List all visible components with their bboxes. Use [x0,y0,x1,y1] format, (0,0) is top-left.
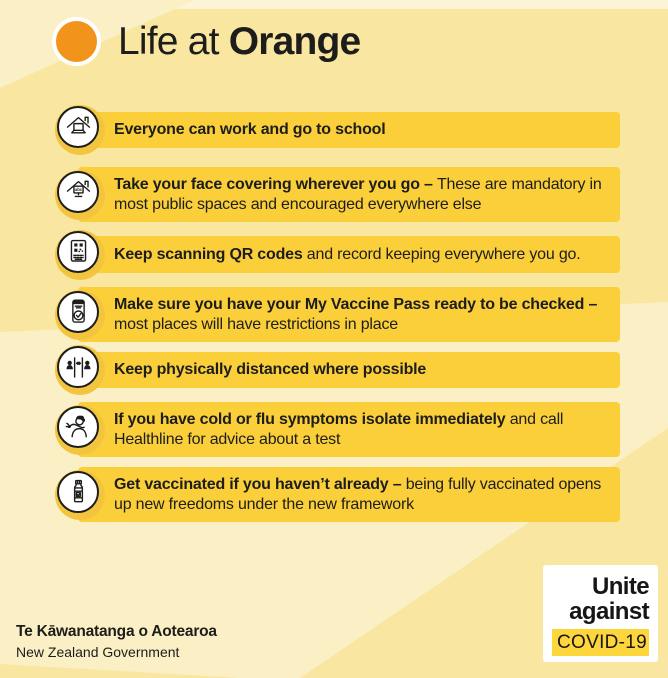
rule-text-bold: Keep physically distanced where possible [114,361,427,378]
unite-against-covid-badge: Unite against COVID-19 [543,565,658,662]
rule-text: Get vaccinated if you haven’t already – … [114,475,612,515]
rule-text-regular: These are mandatory in most public space… [114,175,602,213]
rule-text: Everyone can work and go to school [114,120,386,140]
rule-text: Take your face covering wherever you go … [114,175,612,215]
rule-bar: Keep scanning QR codes and record keepin… [78,236,620,273]
rule-text-bold: Everyone can work and go to school [114,121,386,138]
qr-code-poster-icon [57,230,99,273]
vaccine-vial-icon [57,470,99,513]
rule-text-bold: Keep scanning QR codes [114,245,307,263]
nz-government-logo: Te Kāwanatanga o Aotearoa New Zealand Go… [16,623,217,660]
rule-text: If you have cold or flu symptoms isolate… [114,410,612,450]
page-title-bold: Orange [228,19,362,63]
cough-elbow-icon [57,405,99,448]
rule-text-bold: Take your face covering wherever you go … [114,175,437,193]
rule-bar: Keep physically distanced where possible [78,352,620,388]
badge-line-against: against [569,598,649,625]
page-title: Life at Orange [118,19,362,64]
rule-bar: Get vaccinated if you haven’t already – … [78,467,620,522]
rule-row: Make sure you have your My Vaccine Pass … [0,287,668,342]
rule-row: Take your face covering wherever you go … [0,167,668,222]
rule-text-bold: If you have cold or flu symptoms isolate… [114,410,510,428]
covid19-chip: COVID-19 [552,629,649,656]
page-title-regular: Life at [118,19,229,63]
svg-text:abc: abc [74,187,82,192]
vaccine-pass-icon [57,290,99,333]
header: Life at Orange [52,17,362,66]
govt-english-name: New Zealand Government [16,644,180,660]
rule-text-regular: being fully vaccinated opens up new free… [114,475,602,513]
rule-text: Make sure you have your My Vaccine Pass … [114,295,612,335]
rule-text-bold: Make sure you have your My Vaccine Pass … [114,295,598,313]
rule-bar: Make sure you have your My Vaccine Pass … [78,287,620,342]
rule-bar: If you have cold or flu symptoms isolate… [78,402,620,457]
govt-maori-name: Te Kāwanatanga o Aotearoa [16,623,217,640]
rule-text-bold: Get vaccinated if you haven’t already – [114,475,406,493]
rule-text-regular: most places will have restrictions in pl… [114,315,398,333]
rule-bar: Take your face covering wherever you go … [78,167,620,222]
physical-distance-icon [57,346,99,388]
rule-row: Keep physically distanced where possible [0,345,668,395]
orange-status-dot-icon [52,17,101,66]
rule-text-regular: and call Healthline for advice about a t… [114,410,564,448]
badge-line-unite: Unite [591,573,650,600]
house-laptop-icon [57,106,99,148]
rule-row: Keep scanning QR codes and record keepin… [0,229,668,280]
house-school-icon: abc [57,170,99,213]
rule-row: Get vaccinated if you haven’t already – … [0,467,668,522]
rule-text-regular: and record keeping everywhere you go. [306,245,581,263]
rule-row: Everyone can work and go to school [0,105,668,155]
rule-text: Keep physically distanced where possible [114,360,426,380]
rule-text: Keep scanning QR codes and record keepin… [114,245,581,265]
rule-row: If you have cold or flu symptoms isolate… [0,402,668,457]
rule-bar: Everyone can work and go to school [78,112,620,148]
